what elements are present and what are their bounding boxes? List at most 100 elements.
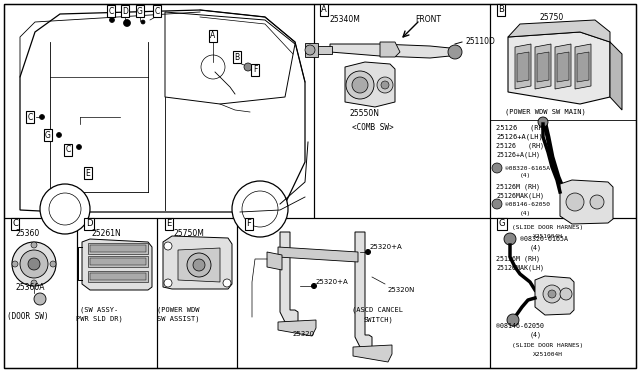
Polygon shape (88, 256, 148, 267)
Polygon shape (517, 52, 529, 82)
Text: C: C (12, 219, 18, 228)
Text: (ASCD CANCEL: (ASCD CANCEL (353, 307, 403, 313)
Polygon shape (90, 273, 146, 280)
Circle shape (492, 199, 502, 209)
Text: 25360A: 25360A (16, 283, 45, 292)
Text: 25750M: 25750M (173, 230, 204, 238)
Text: X251004H: X251004H (533, 353, 563, 357)
Bar (157, 218, 237, 368)
Circle shape (566, 193, 584, 211)
Polygon shape (355, 232, 372, 350)
Circle shape (28, 258, 40, 270)
Bar (77, 218, 157, 368)
Circle shape (31, 242, 37, 248)
Text: 25320N: 25320N (388, 287, 415, 293)
Circle shape (365, 250, 371, 254)
Text: 25360: 25360 (16, 230, 40, 238)
Polygon shape (267, 252, 282, 270)
Text: ®08320-6165A: ®08320-6165A (505, 166, 550, 170)
Text: (SLIDE DOOR HARNES): (SLIDE DOOR HARNES) (513, 224, 584, 230)
Circle shape (12, 261, 18, 267)
Polygon shape (353, 345, 392, 362)
Polygon shape (560, 180, 613, 224)
Text: X251004H: X251004H (533, 234, 563, 238)
Text: (SW ASSY-: (SW ASSY- (80, 307, 118, 313)
Circle shape (31, 280, 37, 286)
Text: F: F (246, 219, 252, 228)
Circle shape (543, 285, 561, 303)
Text: G: G (45, 131, 51, 140)
Circle shape (40, 115, 45, 119)
Circle shape (223, 279, 231, 287)
Text: (POWER WDW SW MAIN): (POWER WDW SW MAIN) (505, 109, 586, 115)
Polygon shape (555, 44, 571, 89)
Circle shape (56, 132, 61, 138)
Text: 25340M: 25340M (330, 16, 361, 25)
Text: 25126M (RH): 25126M (RH) (496, 184, 540, 190)
Circle shape (244, 63, 252, 71)
Circle shape (50, 261, 56, 267)
Text: E: E (86, 169, 90, 177)
Polygon shape (508, 20, 610, 42)
Text: C: C (65, 145, 70, 154)
Text: SW ASSIST): SW ASSIST) (157, 316, 199, 322)
Circle shape (109, 17, 115, 22)
Text: PWR SLD DR): PWR SLD DR) (76, 316, 122, 322)
Polygon shape (610, 42, 622, 110)
Circle shape (548, 290, 556, 298)
Polygon shape (315, 46, 332, 54)
Text: D: D (86, 219, 92, 228)
Text: (4): (4) (530, 332, 542, 338)
Text: 25320+A: 25320+A (316, 279, 349, 285)
Text: 25550N: 25550N (350, 109, 380, 119)
Bar (490, 218, 636, 368)
Text: 25320: 25320 (293, 331, 315, 337)
Circle shape (12, 242, 56, 286)
Bar (4, 4, 314, 218)
Polygon shape (163, 236, 232, 289)
Circle shape (377, 77, 393, 93)
Text: C: C (108, 6, 114, 16)
Text: SWITCH): SWITCH) (363, 317, 393, 323)
Text: 25261N: 25261N (92, 230, 122, 238)
Text: (4): (4) (520, 211, 531, 215)
Text: 25126+A(LH): 25126+A(LH) (496, 134, 543, 140)
Text: 25126+A(LH): 25126+A(LH) (496, 152, 540, 158)
Text: 25750: 25750 (540, 13, 564, 22)
Text: (4): (4) (520, 173, 531, 179)
Text: (SLIDE DOOR HARNES): (SLIDE DOOR HARNES) (513, 343, 584, 349)
Polygon shape (278, 320, 316, 336)
Polygon shape (380, 42, 400, 57)
Polygon shape (278, 247, 358, 262)
Text: (POWER WDW: (POWER WDW (157, 307, 199, 313)
Text: E: E (166, 219, 172, 228)
Text: F: F (253, 65, 257, 74)
Circle shape (164, 279, 172, 287)
Circle shape (124, 19, 131, 26)
Polygon shape (82, 239, 152, 290)
Text: G: G (137, 6, 143, 16)
Circle shape (232, 181, 288, 237)
Polygon shape (178, 248, 220, 282)
Polygon shape (280, 232, 298, 324)
Text: 25126M (RH): 25126M (RH) (496, 256, 540, 262)
Text: (4): (4) (530, 245, 542, 251)
Polygon shape (557, 52, 569, 82)
Text: ®08146-62050: ®08146-62050 (496, 323, 544, 329)
Polygon shape (577, 52, 589, 82)
Polygon shape (575, 44, 591, 89)
Circle shape (560, 288, 572, 300)
Circle shape (590, 195, 604, 209)
Circle shape (193, 259, 205, 271)
Text: B: B (234, 52, 239, 61)
Circle shape (141, 20, 145, 24)
Circle shape (20, 250, 48, 278)
Circle shape (34, 293, 46, 305)
Circle shape (77, 144, 81, 150)
Circle shape (305, 45, 315, 55)
Circle shape (164, 242, 172, 250)
Text: ®08146-62050: ®08146-62050 (505, 202, 550, 206)
Polygon shape (515, 44, 531, 89)
Text: A: A (211, 32, 216, 41)
Text: ®08320-6165A: ®08320-6165A (520, 236, 568, 242)
